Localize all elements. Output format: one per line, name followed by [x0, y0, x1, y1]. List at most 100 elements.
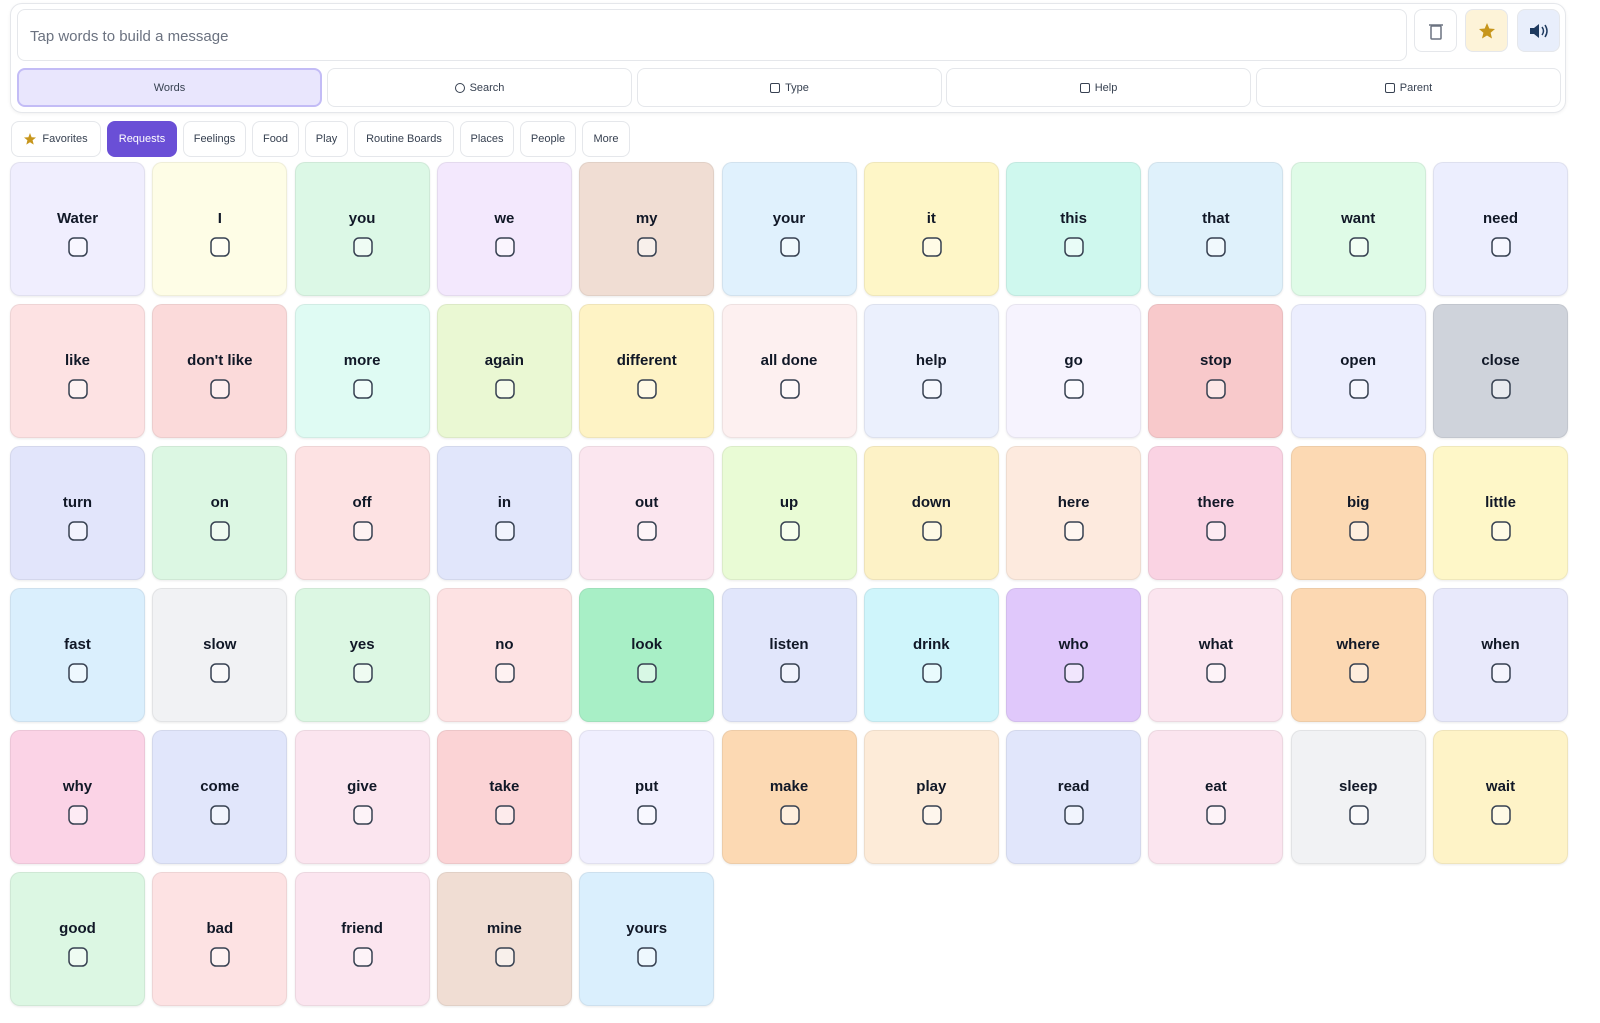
word-tile[interactable]: play [863, 730, 999, 864]
word-tile[interactable]: why [10, 730, 145, 864]
word-tile[interactable]: good [10, 872, 145, 1006]
tile-label: my [635, 210, 658, 227]
word-tile[interactable]: yours [579, 872, 715, 1006]
word-tile[interactable]: you [294, 162, 430, 296]
word-tile[interactable]: drink [863, 588, 999, 722]
category-pill[interactable]: More [582, 121, 630, 157]
tile-icon [922, 521, 942, 541]
word-tile[interactable]: yes [294, 588, 430, 722]
word-tile[interactable]: stop [1148, 304, 1284, 438]
speak-button[interactable] [1517, 9, 1560, 52]
word-tile[interactable]: here [1006, 446, 1142, 580]
word-tile[interactable]: friend [294, 872, 430, 1006]
word-tile[interactable]: when [1433, 588, 1568, 722]
word-tile[interactable]: wait [1433, 730, 1568, 864]
tab-icon [1079, 82, 1090, 93]
word-tile[interactable]: don't like [152, 304, 288, 438]
word-tile[interactable]: turn [10, 446, 145, 580]
tile-icon [68, 521, 88, 541]
tile-icon [495, 947, 515, 967]
tile-label: mine [486, 920, 522, 937]
word-tile[interactable]: close [1433, 304, 1568, 438]
nav-tab[interactable]: Search [327, 68, 632, 107]
word-tile[interactable]: up [721, 446, 857, 580]
word-tile[interactable]: read [1006, 730, 1142, 864]
word-tile[interactable]: look [579, 588, 715, 722]
word-tile[interactable]: what [1148, 588, 1284, 722]
word-tile[interactable]: go [1006, 304, 1142, 438]
word-tile[interactable]: again [436, 304, 572, 438]
word-tile[interactable]: different [579, 304, 715, 438]
word-tile[interactable]: little [1433, 446, 1568, 580]
tile-label: little [1485, 494, 1516, 511]
word-tile[interactable]: help [863, 304, 999, 438]
word-tile[interactable]: down [863, 446, 999, 580]
category-pill[interactable]: Food [252, 121, 299, 157]
category-pill[interactable]: Routine Boards [354, 121, 454, 157]
word-tile[interactable]: Water [10, 162, 145, 296]
message-input[interactable]: Tap words to build a message [17, 9, 1407, 61]
tile-icon [68, 947, 88, 967]
word-tile[interactable]: big [1290, 446, 1426, 580]
word-tile[interactable]: all done [721, 304, 857, 438]
word-tile[interactable]: it [863, 162, 999, 296]
word-tile[interactable]: bad [152, 872, 288, 1006]
word-tile[interactable]: no [436, 588, 572, 722]
word-tile[interactable]: sleep [1290, 730, 1426, 864]
word-tile[interactable]: like [10, 304, 145, 438]
category-pill[interactable]: Feelings [183, 121, 246, 157]
word-tile[interactable]: your [721, 162, 857, 296]
word-tile[interactable]: give [294, 730, 430, 864]
tile-label: when [1481, 636, 1520, 653]
nav-tab[interactable]: Type [637, 68, 942, 107]
tile-label: this [1060, 210, 1087, 227]
category-pill[interactable]: Play [305, 121, 348, 157]
word-tile[interactable]: we [436, 162, 572, 296]
word-tile[interactable]: open [1290, 304, 1426, 438]
category-pill[interactable]: Favorites [11, 121, 101, 157]
tile-label: I [217, 210, 222, 227]
word-tile[interactable]: fast [10, 588, 145, 722]
tile-label: take [489, 778, 520, 795]
word-tile[interactable]: out [579, 446, 715, 580]
category-pill[interactable]: Places [460, 121, 514, 157]
word-tile[interactable]: put [579, 730, 715, 864]
word-tile[interactable]: my [579, 162, 715, 296]
tile-label: make [769, 778, 809, 795]
word-tile[interactable]: in [436, 446, 572, 580]
word-tile[interactable]: there [1148, 446, 1284, 580]
tile-icon [637, 947, 657, 967]
word-tile[interactable]: need [1433, 162, 1568, 296]
word-tile[interactable]: where [1290, 588, 1426, 722]
category-pill[interactable]: People [520, 121, 576, 157]
word-tile[interactable]: I [152, 162, 288, 296]
tile-icon [1064, 663, 1084, 683]
tile-label: don't like [187, 352, 253, 369]
tile-icon [210, 521, 231, 541]
word-tile[interactable]: on [152, 446, 288, 580]
nav-tab[interactable]: Help [946, 68, 1251, 107]
clear-button[interactable] [1414, 9, 1457, 52]
word-tile[interactable]: make [721, 730, 857, 864]
tile-icon [352, 663, 373, 683]
favorite-button[interactable] [1465, 9, 1508, 52]
word-tile[interactable]: come [152, 730, 288, 864]
word-tile[interactable]: mine [436, 872, 572, 1006]
word-tile[interactable]: slow [152, 588, 288, 722]
word-tile[interactable]: listen [721, 588, 857, 722]
category-pill[interactable]: Requests [107, 121, 177, 157]
word-tile[interactable]: want [1290, 162, 1426, 296]
word-tile[interactable]: who [1006, 588, 1142, 722]
nav-tab[interactable]: Parent [1256, 68, 1561, 107]
word-tile[interactable]: take [436, 730, 572, 864]
word-tile[interactable]: that [1148, 162, 1284, 296]
word-tile[interactable]: more [294, 304, 430, 438]
nav-tab[interactable]: Words [17, 68, 322, 107]
tile-label: why [62, 778, 93, 795]
tile-icon [637, 521, 657, 541]
word-tile[interactable]: eat [1148, 730, 1284, 864]
tile-label: there [1197, 494, 1235, 511]
word-tile[interactable]: off [294, 446, 430, 580]
tile-icon [68, 805, 88, 825]
word-tile[interactable]: this [1006, 162, 1142, 296]
